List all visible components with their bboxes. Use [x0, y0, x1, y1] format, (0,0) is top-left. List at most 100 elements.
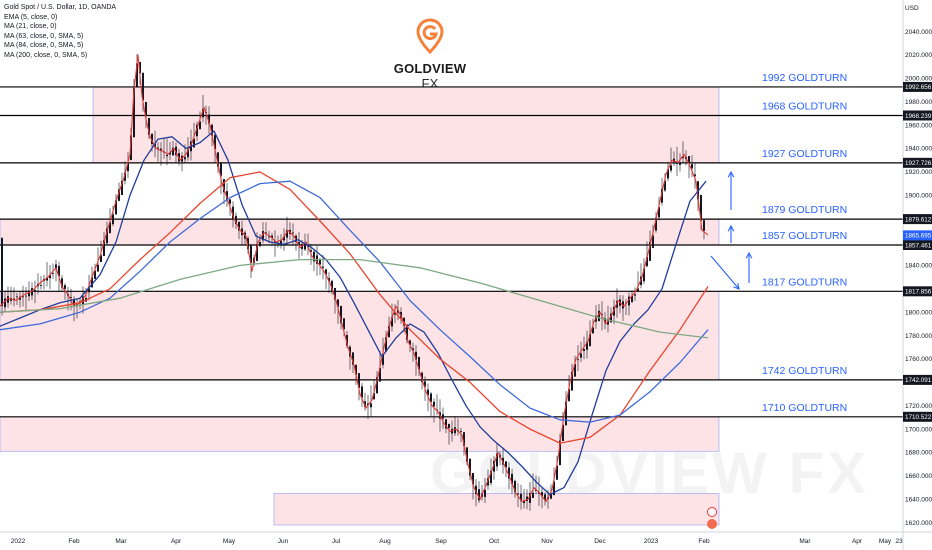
- price-bar-body: [367, 403, 369, 406]
- y-tick-label: 1700.000: [905, 426, 932, 433]
- price-bar-body: [268, 236, 270, 238]
- price-bar-body: [514, 480, 516, 493]
- price-bar-body: [535, 489, 537, 491]
- x-tick-label: Mar: [799, 538, 811, 545]
- price-bar-body: [94, 270, 96, 279]
- price-bar-body: [442, 414, 444, 419]
- price-bar-body: [553, 481, 555, 496]
- level-price-tag: [903, 374, 932, 385]
- price-bar-body: [220, 162, 222, 176]
- level-price-label: 1742.091: [905, 377, 932, 384]
- price-bar-body: [142, 72, 144, 101]
- price-bar-body: [580, 353, 582, 358]
- price-bar-body: [247, 238, 249, 250]
- level-price-label: 1857.461: [905, 242, 932, 249]
- price-bar-body: [280, 240, 282, 245]
- price-bar-body: [148, 118, 150, 135]
- price-bar-body: [103, 240, 105, 257]
- price-bar-body: [523, 500, 525, 504]
- price-bar-body: [322, 266, 324, 268]
- direction-arrow-head: [733, 283, 740, 290]
- price-bar-body: [562, 424, 564, 442]
- currency-label: USD: [905, 5, 919, 12]
- price-bar-body: [250, 244, 252, 263]
- x-tick-label: Dec: [594, 538, 606, 545]
- price-bar-body: [13, 298, 15, 300]
- x-tick-label: Oct: [489, 538, 499, 545]
- level-price-tag: [903, 286, 932, 297]
- price-bar-body: [517, 493, 519, 495]
- price-bar-body: [40, 285, 42, 286]
- price-bar-body: [652, 235, 654, 248]
- price-bar-body: [22, 296, 24, 298]
- price-bar-body: [139, 61, 141, 74]
- level-price-label: 1710.522: [905, 414, 932, 421]
- level-price-label: 1968.239: [905, 113, 932, 120]
- legend-ma200: MA (200, close, 0, SMA, 5): [4, 51, 88, 59]
- price-bar-body: [172, 147, 174, 156]
- price-bar-body: [169, 152, 171, 155]
- price-bar-body: [472, 472, 474, 485]
- price-bar-body: [328, 278, 330, 282]
- price-bar-body: [256, 244, 258, 262]
- price-bar-body: [334, 287, 336, 300]
- price-bar-body: [616, 300, 618, 308]
- price-bar-body: [331, 280, 333, 291]
- y-tick-label: 1800.000: [905, 309, 932, 316]
- price-bar-body: [127, 162, 129, 172]
- price-bar-body: [511, 473, 513, 484]
- price-bar-body: [667, 169, 669, 179]
- price-bar-body: [292, 232, 294, 234]
- y-tick-label: 2000.000: [905, 76, 932, 83]
- price-bar-body: [4, 298, 6, 308]
- price-bar-body: [490, 470, 492, 483]
- level-annotation: 1817 GOLDTURN: [762, 276, 847, 288]
- price-bar-body: [466, 447, 468, 462]
- level-annotation: 1742 GOLDTURN: [762, 365, 847, 377]
- price-bar-body: [628, 296, 630, 306]
- economic-event-icon: [707, 519, 717, 529]
- y-tick-label: 1940.000: [905, 146, 932, 153]
- legend-ma21: MA (21, close, 0): [4, 23, 57, 31]
- chart-legend: Gold Spot / U.S. Dollar, 1D, OANDA EMA (…: [4, 3, 116, 61]
- price-bar-body: [361, 386, 363, 398]
- price-bar-body: [196, 124, 198, 137]
- support-resistance-zone: [273, 493, 720, 526]
- x-tick-label: Aug: [379, 538, 391, 545]
- y-tick-label: 1840.000: [905, 263, 932, 270]
- y-tick-label: 1920.000: [905, 169, 932, 176]
- price-bar-body: [649, 242, 651, 261]
- price-bar-body: [229, 199, 231, 204]
- level-annotation: 1927 GOLDTURN: [762, 148, 847, 160]
- price-bar-body: [298, 242, 300, 245]
- price-bar-body: [586, 341, 588, 350]
- price-bar-body: [340, 305, 342, 323]
- price-bar-body: [112, 214, 114, 225]
- price-bar-body: [478, 489, 480, 501]
- x-tick-label: Sep: [435, 538, 447, 545]
- level-price-tag: [903, 214, 932, 225]
- y-tick-label: 1640.000: [905, 496, 932, 503]
- legend-symbol: Gold Spot / U.S. Dollar, 1D, OANDA: [4, 4, 117, 11]
- price-bar-body: [304, 243, 306, 250]
- direction-arrow-head: [727, 224, 735, 232]
- price-bar-body: [520, 493, 522, 501]
- price-bar-body: [544, 494, 546, 501]
- price-bar-body: [238, 222, 240, 231]
- price-bar-body: [493, 460, 495, 472]
- y-tick-label: 2040.000: [905, 29, 932, 36]
- price-bar-body: [217, 152, 219, 167]
- price-bar-body: [445, 419, 447, 429]
- price-bar-body: [643, 268, 645, 282]
- level-annotation: 1857 GOLDTURN: [762, 230, 847, 242]
- price-bar-body: [463, 432, 465, 446]
- price-bar-body: [286, 230, 288, 238]
- support-resistance-zone: [0, 290, 720, 381]
- price-bar-body: [406, 324, 408, 340]
- price-bar-body: [394, 311, 396, 315]
- price-bar-body: [559, 440, 561, 466]
- price-bar-body: [271, 235, 273, 238]
- price-bar-body: [658, 207, 660, 218]
- y-tick-label: 1980.000: [905, 99, 932, 106]
